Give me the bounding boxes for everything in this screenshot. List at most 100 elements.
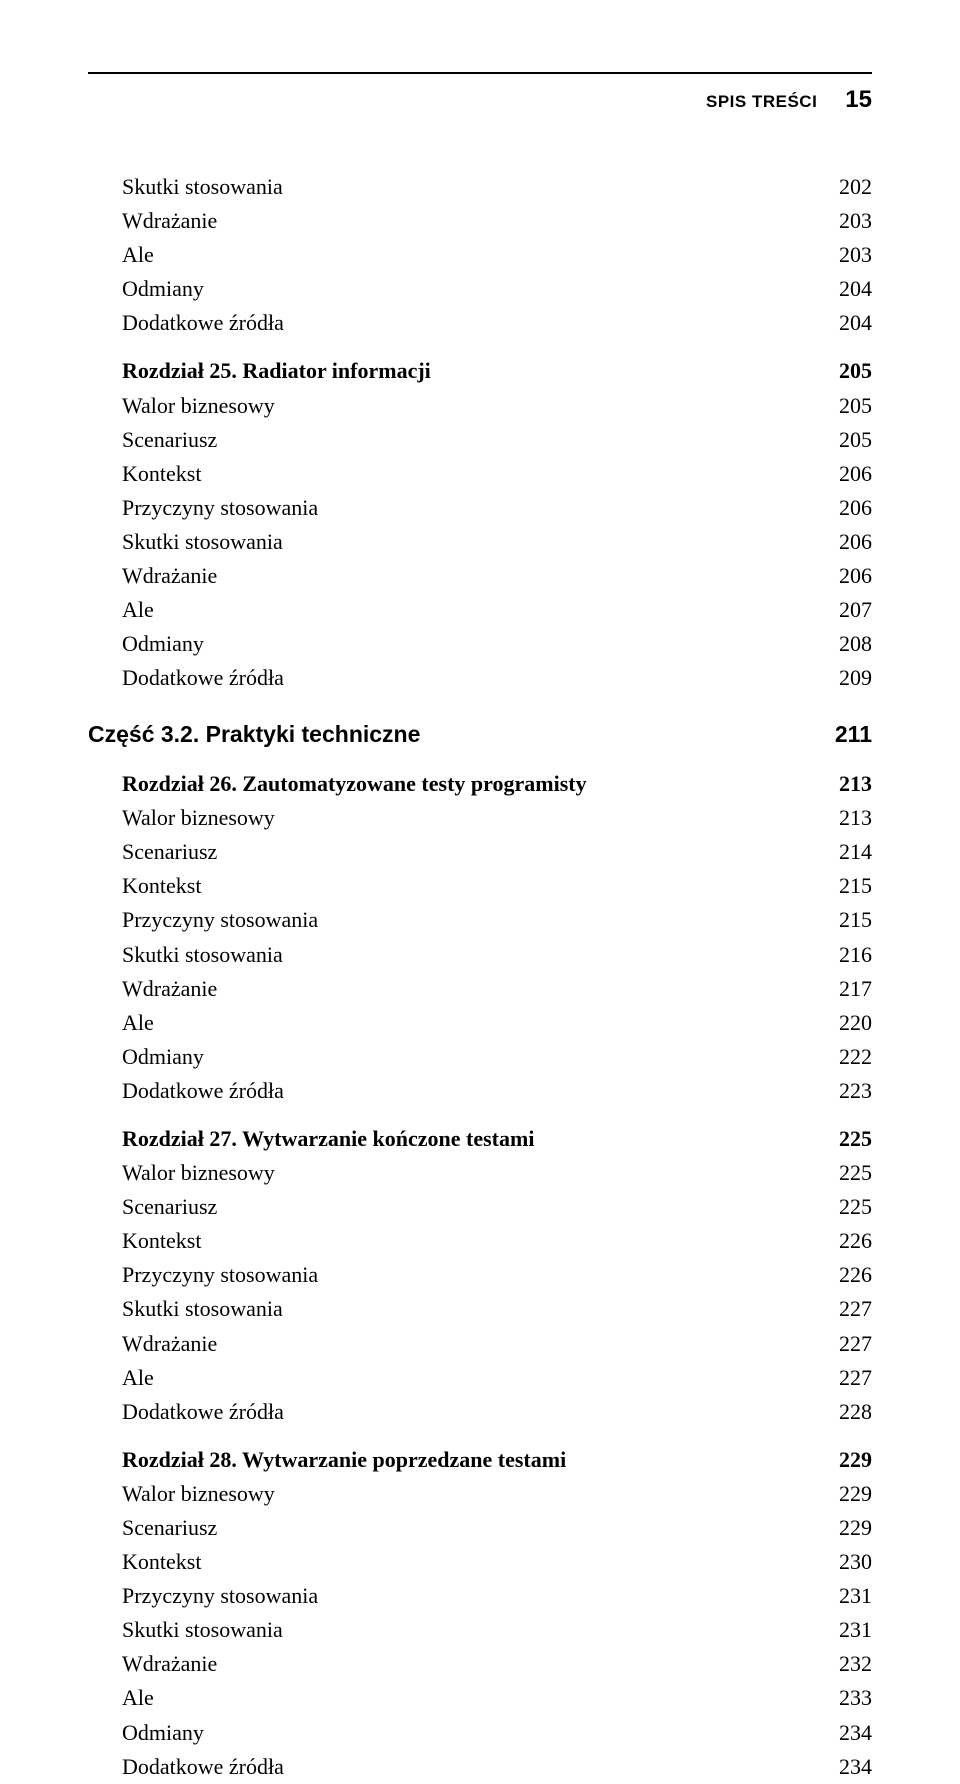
toc-entry-label: Odmiany (122, 1040, 812, 1074)
header-rule (88, 72, 872, 74)
toc-item-row: Dodatkowe źródła204 (88, 306, 872, 340)
running-header: SPIS TREŚCI 15 (88, 86, 872, 114)
toc-item-row: Skutki stosowania216 (88, 938, 872, 972)
toc-item-row: Ale227 (88, 1361, 872, 1395)
toc-entry-label: Walor biznesowy (122, 1156, 812, 1190)
toc-entry-label: Skutki stosowania (122, 170, 812, 204)
toc-entry-page: 205 (812, 354, 872, 388)
toc-item-row: Dodatkowe źródła209 (88, 661, 872, 695)
toc-entry-label: Dodatkowe źródła (122, 1074, 812, 1108)
toc-item-row: Scenariusz225 (88, 1190, 872, 1224)
toc-item-row: Dodatkowe źródła234 (88, 1750, 872, 1784)
toc-entry-label: Kontekst (122, 1224, 812, 1258)
toc-entry-page: 226 (812, 1258, 872, 1292)
toc-item-row: Dodatkowe źródła223 (88, 1074, 872, 1108)
toc-entry-label: Wdrażanie (122, 1647, 812, 1681)
toc-entry-label: Walor biznesowy (122, 801, 812, 835)
toc-item-row: Kontekst215 (88, 869, 872, 903)
toc-entry-page: 204 (812, 306, 872, 340)
toc-item-row: Walor biznesowy213 (88, 801, 872, 835)
toc-entry-label: Wdrażanie (122, 204, 812, 238)
toc-entry-label: Ale (122, 593, 812, 627)
toc-entry-page: 225 (812, 1122, 872, 1156)
toc-entry-page: 220 (812, 1006, 872, 1040)
toc-entry-label: Rozdział 25. Radiator informacji (122, 354, 812, 388)
toc-entry-label: Scenariusz (122, 835, 812, 869)
toc-entry-page: 227 (812, 1327, 872, 1361)
toc-entry-label: Ale (122, 238, 812, 272)
toc-entry-label: Przyczyny stosowania (122, 1579, 812, 1613)
toc-entry-page: 227 (812, 1292, 872, 1326)
toc-entry-label: Ale (122, 1361, 812, 1395)
toc-entry-label: Rozdział 27. Wytwarzanie kończone testam… (122, 1122, 812, 1156)
toc-entry-page: 228 (812, 1395, 872, 1429)
toc-entry-page: 206 (812, 525, 872, 559)
toc-entry-page: 225 (812, 1190, 872, 1224)
toc-entry-page: 208 (812, 627, 872, 661)
toc-entry-label: Wdrażanie (122, 972, 812, 1006)
toc-entry-page: 233 (812, 1681, 872, 1715)
toc-entry-label: Scenariusz (122, 423, 812, 457)
toc-entry-label: Odmiany (122, 627, 812, 661)
toc-entry-page: 216 (812, 938, 872, 972)
toc-entry-page: 231 (812, 1613, 872, 1647)
toc-item-row: Przyczyny stosowania226 (88, 1258, 872, 1292)
toc-item-row: Ale203 (88, 238, 872, 272)
toc-entry-page: 209 (812, 661, 872, 695)
toc-entry-page: 206 (812, 457, 872, 491)
toc-item-row: Odmiany204 (88, 272, 872, 306)
toc-entry-page: 232 (812, 1647, 872, 1681)
toc-item-row: Skutki stosowania206 (88, 525, 872, 559)
toc-entry-label: Odmiany (122, 1716, 812, 1750)
toc-entry-page: 226 (812, 1224, 872, 1258)
toc-entry-label: Skutki stosowania (122, 938, 812, 972)
toc-item-row: Kontekst206 (88, 457, 872, 491)
toc-entry-label: Kontekst (122, 457, 812, 491)
toc-item-row: Walor biznesowy225 (88, 1156, 872, 1190)
toc-item-row: Kontekst226 (88, 1224, 872, 1258)
toc-item-row: Skutki stosowania231 (88, 1613, 872, 1647)
toc-entry-page: 217 (812, 972, 872, 1006)
toc-entry-page: 223 (812, 1074, 872, 1108)
toc-entry-page: 206 (812, 559, 872, 593)
toc-item-row: Skutki stosowania227 (88, 1292, 872, 1326)
toc-entry-label: Rozdział 26. Zautomatyzowane testy progr… (122, 767, 812, 801)
toc-entry-label: Rozdział 28. Wytwarzanie poprzedzane tes… (122, 1443, 812, 1477)
toc-item-row: Ale220 (88, 1006, 872, 1040)
toc-entry-page: 225 (812, 1156, 872, 1190)
toc-chapter-row: Rozdział 25. Radiator informacji205 (88, 354, 872, 388)
toc-entry-label: Część 3.2. Praktyki techniczne (88, 717, 812, 753)
toc-entry-page: 231 (812, 1579, 872, 1613)
toc-item-row: Wdrażanie217 (88, 972, 872, 1006)
toc-entry-label: Ale (122, 1006, 812, 1040)
toc-entry-page: 234 (812, 1750, 872, 1784)
toc-item-row: Walor biznesowy205 (88, 389, 872, 423)
toc-item-row: Przyczyny stosowania231 (88, 1579, 872, 1613)
toc-chapter-row: Rozdział 27. Wytwarzanie kończone testam… (88, 1122, 872, 1156)
toc-item-row: Scenariusz214 (88, 835, 872, 869)
toc-entry-page: 207 (812, 593, 872, 627)
toc-entry-page: 206 (812, 491, 872, 525)
toc-item-row: Odmiany222 (88, 1040, 872, 1074)
toc-part-row: Część 3.2. Praktyki techniczne211 (88, 717, 872, 753)
toc-entry-page: 215 (812, 903, 872, 937)
toc-item-row: Scenariusz205 (88, 423, 872, 457)
toc-item-row: Przyczyny stosowania215 (88, 903, 872, 937)
toc-entry-label: Walor biznesowy (122, 1477, 812, 1511)
toc-entry-label: Dodatkowe źródła (122, 1750, 812, 1784)
toc-entry-page: 203 (812, 204, 872, 238)
toc-entry-page: 213 (812, 767, 872, 801)
toc-entry-label: Ale (122, 1681, 812, 1715)
toc-entry-label: Przyczyny stosowania (122, 491, 812, 525)
running-title: SPIS TREŚCI (706, 92, 817, 112)
toc-item-row: Skutki stosowania202 (88, 170, 872, 204)
toc-chapter-row: Rozdział 28. Wytwarzanie poprzedzane tes… (88, 1443, 872, 1477)
toc-item-row: Ale207 (88, 593, 872, 627)
toc-entry-label: Dodatkowe źródła (122, 1395, 812, 1429)
toc-item-row: Wdrażanie232 (88, 1647, 872, 1681)
toc-entry-label: Wdrażanie (122, 1327, 812, 1361)
toc-entry-page: 204 (812, 272, 872, 306)
toc-entry-label: Scenariusz (122, 1190, 812, 1224)
toc-entry-page: 234 (812, 1716, 872, 1750)
table-of-contents: Skutki stosowania202Wdrażanie203Ale203Od… (88, 170, 872, 1784)
